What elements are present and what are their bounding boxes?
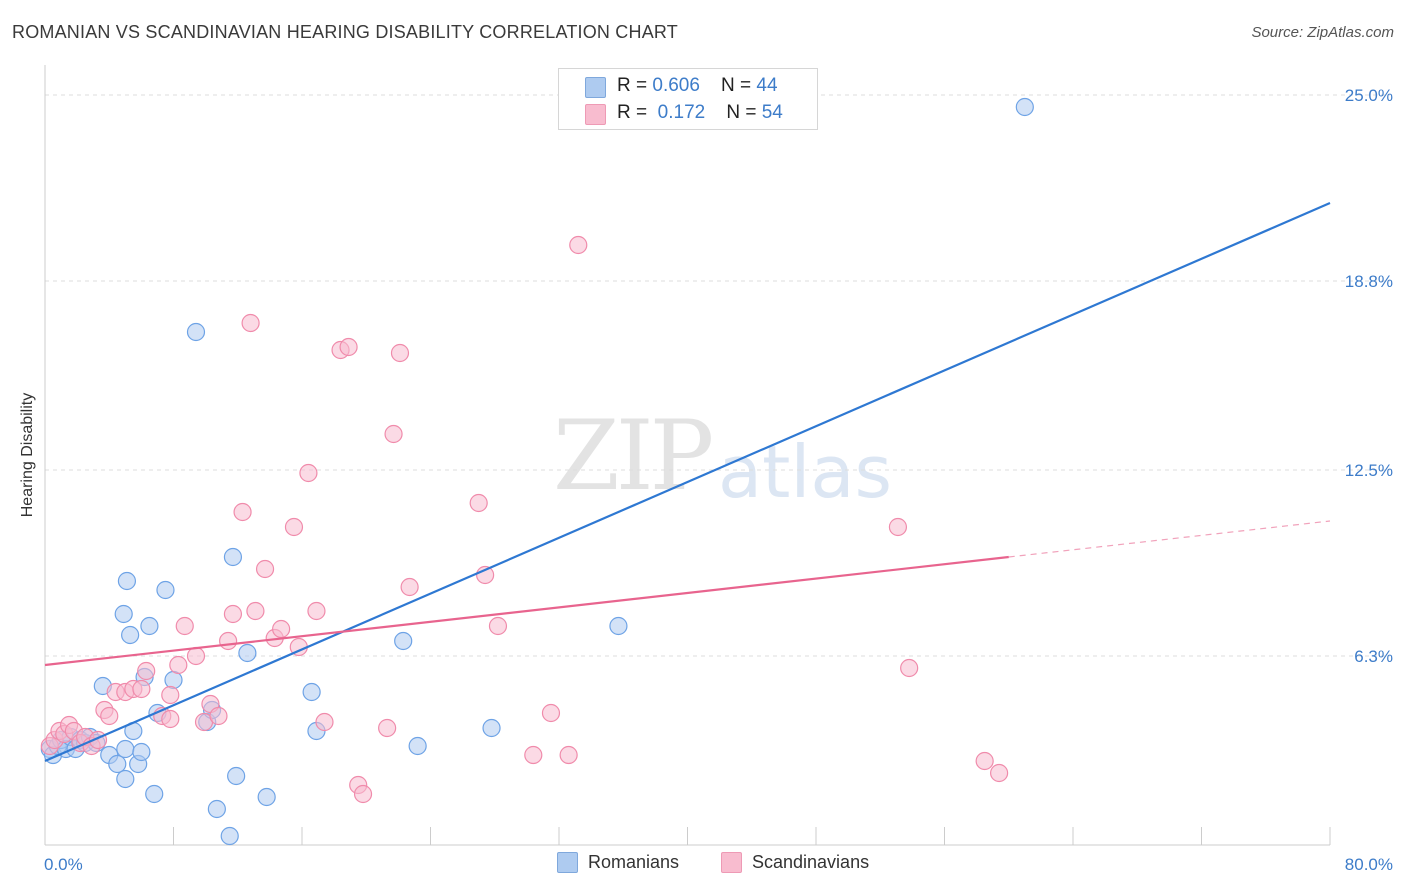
series-legend: Romanians Scandinavians xyxy=(0,852,1406,876)
point-scandinavians xyxy=(384,424,403,444)
point-scandinavians xyxy=(488,616,508,636)
point-romanians xyxy=(116,739,135,759)
point-romanians xyxy=(238,643,257,663)
legend-swatch-scandinavians xyxy=(721,852,742,873)
watermark-zip: ZIP xyxy=(553,400,714,512)
legend-swatch-romanians xyxy=(585,77,606,98)
point-scandinavians xyxy=(559,745,578,765)
legend-label-scandinavians: Scandinavians xyxy=(752,852,870,872)
point-scandinavians xyxy=(100,706,119,726)
point-scandinavians xyxy=(223,604,243,624)
point-scandinavians xyxy=(353,784,373,804)
point-scandinavians xyxy=(975,751,994,771)
point-romanians xyxy=(116,769,135,789)
point-scandinavians xyxy=(339,337,358,357)
point-scandinavians xyxy=(315,712,334,732)
point-romanians xyxy=(140,616,159,636)
point-romanians xyxy=(1015,97,1034,117)
point-scandinavians xyxy=(299,463,318,483)
chart-title: ROMANIAN VS SCANDINAVIAN HEARING DISABIL… xyxy=(12,22,678,42)
legend-r-label: R = xyxy=(617,102,653,123)
point-romanians xyxy=(220,826,239,846)
point-scandinavians xyxy=(175,616,194,636)
point-scandinavians xyxy=(569,235,588,255)
point-romanians xyxy=(394,631,413,651)
point-scandinavians xyxy=(233,502,252,522)
point-scandinavians xyxy=(469,493,488,513)
point-romanians xyxy=(227,766,246,786)
point-scandinavians xyxy=(219,631,238,651)
point-romanians xyxy=(186,322,206,342)
point-scandinavians xyxy=(541,703,561,723)
point-romanians xyxy=(207,799,226,819)
y-tick-label: 12.5% xyxy=(1345,461,1393,480)
legend-swatch-romanians xyxy=(557,852,578,873)
point-romanians xyxy=(257,787,276,807)
point-scandinavians xyxy=(161,685,180,705)
point-scandinavians xyxy=(990,763,1009,783)
point-romanians xyxy=(108,754,127,774)
x-tick-label-max: 80.0% xyxy=(1345,855,1393,874)
y-tick-label: 25.0% xyxy=(1345,86,1393,105)
point-scandinavians xyxy=(390,343,410,363)
source-label: Source: ZipAtlas.com xyxy=(1251,24,1394,41)
point-scandinavians xyxy=(241,313,260,333)
legend-n-value: 54 xyxy=(761,102,783,123)
point-romanians xyxy=(408,736,427,756)
point-scandinavians xyxy=(888,517,908,537)
point-scandinavians xyxy=(400,577,419,597)
point-romanians xyxy=(117,571,137,591)
point-romanians xyxy=(482,718,501,738)
point-scandinavians xyxy=(209,706,228,726)
point-scandinavians xyxy=(272,619,291,639)
legend-r-label: R = xyxy=(617,75,653,96)
legend-text-scandinavians: R = 0.172 N = 54 xyxy=(617,102,783,124)
trendline-romanians xyxy=(44,201,1331,763)
point-romanians xyxy=(302,682,321,702)
legend-label-romanians: Romanians xyxy=(588,852,680,872)
x-tick-label-min: 0.0% xyxy=(44,855,83,874)
legend-n-value: 44 xyxy=(756,75,778,96)
point-scandinavians xyxy=(378,718,397,738)
legend-swatch-scandinavians xyxy=(585,104,606,125)
point-scandinavians xyxy=(186,646,206,666)
point-scandinavians xyxy=(900,658,919,678)
point-scandinavians xyxy=(524,745,543,765)
stats-legend: R = 0.606 N = 44 R = 0.172 N = 54 xyxy=(558,68,818,130)
watermark-atlas: atlas xyxy=(718,430,892,514)
point-romanians xyxy=(145,784,164,804)
legend-r-value: 0.172 xyxy=(657,102,706,123)
point-scandinavians xyxy=(132,679,151,699)
point-romanians xyxy=(121,625,140,645)
legend-item-romanians: Romanians xyxy=(557,852,679,873)
y-tick-label: 6.3% xyxy=(1354,647,1393,666)
point-romanians xyxy=(114,604,133,624)
legend-n-label: N = xyxy=(726,102,762,123)
point-romanians xyxy=(223,547,243,567)
trendline-scandinavians xyxy=(44,555,1009,667)
legend-n-label: N = xyxy=(721,75,757,96)
point-scandinavians xyxy=(169,655,188,675)
legend-item-scandinavians: Scandinavians xyxy=(721,852,869,873)
point-scandinavians xyxy=(246,601,265,621)
point-scandinavians xyxy=(307,601,326,621)
point-scandinavians xyxy=(255,559,275,579)
legend-text-romanians: R = 0.606 N = 44 xyxy=(617,75,778,97)
y-tick-label: 18.8% xyxy=(1345,272,1393,291)
point-scandinavians xyxy=(137,661,156,681)
point-romanians xyxy=(164,670,183,690)
point-romanians xyxy=(609,616,628,636)
point-scandinavians xyxy=(161,709,180,729)
point-romanians xyxy=(132,742,151,762)
point-scandinavians xyxy=(284,517,304,537)
trendline-extension-scandinavians xyxy=(1008,520,1331,558)
legend-r-value: 0.606 xyxy=(652,75,700,96)
point-romanians xyxy=(156,580,175,600)
